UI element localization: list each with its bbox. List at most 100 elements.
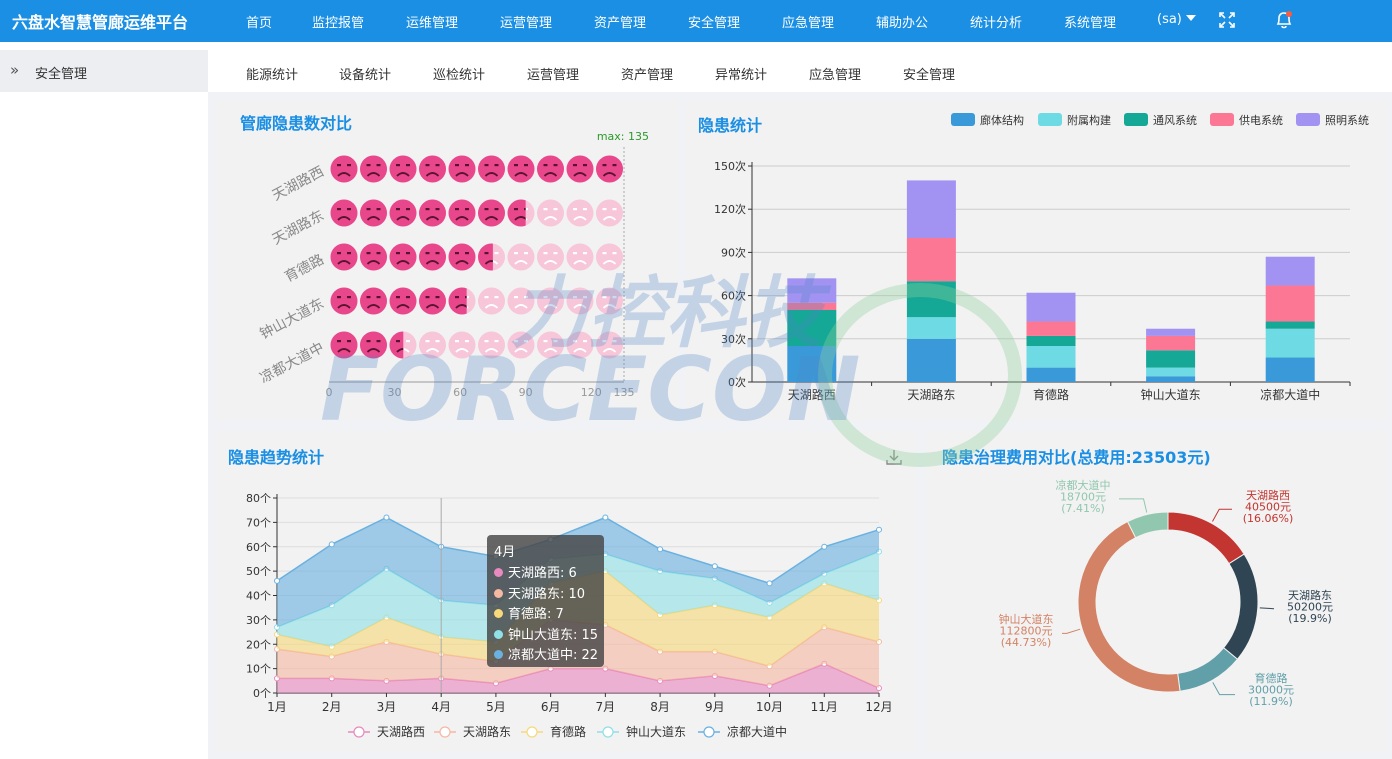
face-circle (331, 200, 358, 227)
eye-left (367, 252, 371, 254)
sad-face-icon (567, 156, 594, 183)
data-point (384, 515, 389, 520)
tab-assets[interactable]: 资产管理 (621, 64, 673, 83)
sad-face-empty-icon (567, 332, 594, 359)
face-circle (508, 156, 535, 183)
eye-right (465, 340, 469, 342)
face-circle (596, 156, 623, 183)
nav-office[interactable]: 辅助办公 (876, 12, 928, 31)
bar-segment (787, 303, 836, 310)
x-tick-label: 3月 (377, 700, 397, 714)
sad-face-icon (331, 200, 358, 227)
face-circle (360, 200, 387, 227)
eye-left (337, 208, 341, 210)
bar-segment (1266, 329, 1315, 358)
face-circle (419, 156, 446, 183)
user-menu[interactable]: (sa) (1157, 12, 1196, 27)
face-circle (596, 244, 623, 271)
slice-label: (11.9%) (1249, 695, 1293, 708)
legend-item[interactable]: 天湖路西 (348, 724, 425, 739)
eye-right (613, 340, 617, 342)
face-circle (449, 156, 476, 183)
legend-item[interactable]: 育德路 (521, 724, 586, 739)
eye-right (524, 296, 528, 298)
face-circle (360, 332, 387, 359)
x-tick-label: 凉都大道中 (1260, 387, 1320, 402)
eye-right (495, 340, 499, 342)
sad-face-icon (419, 288, 446, 315)
face-circle (596, 288, 623, 315)
nav-statistics[interactable]: 统计分析 (970, 12, 1022, 31)
eye-left (426, 296, 430, 298)
face-circle (331, 288, 358, 315)
tab-safety[interactable]: 安全管理 (903, 64, 955, 83)
sad-face-icon (419, 244, 446, 271)
face-circle (537, 332, 564, 359)
sad-face-icon (449, 156, 476, 183)
tab-equipment[interactable]: 设备统计 (339, 64, 391, 83)
eye-left (573, 252, 577, 254)
bar-segment (1027, 322, 1076, 336)
nav-assets[interactable]: 资产管理 (594, 12, 646, 31)
eye-left (544, 252, 548, 254)
app-title: 六盘水智慧管廊运维平台 (12, 9, 188, 33)
legend-label: 天湖路西 (377, 724, 425, 739)
bar-segment (907, 180, 956, 238)
eye-right (347, 252, 351, 254)
tab-operation[interactable]: 运营管理 (527, 64, 579, 83)
sad-face-icon (478, 200, 505, 227)
sidebar-item-safety[interactable]: » 安全管理 (0, 50, 208, 92)
nav-home[interactable]: 首页 (246, 12, 272, 31)
nav-business[interactable]: 运营管理 (500, 12, 552, 31)
sad-face-empty-icon (478, 288, 505, 315)
eye-right (377, 252, 381, 254)
eye-right (495, 252, 499, 254)
slice-label: (16.06%) (1243, 512, 1294, 525)
sad-face-empty-icon (567, 244, 594, 271)
eye-right (436, 252, 440, 254)
nav-system[interactable]: 系统管理 (1064, 12, 1116, 31)
x-tick-label: 90 (519, 386, 533, 399)
sad-face-empty-icon (596, 332, 623, 359)
eye-right (377, 296, 381, 298)
tab-inspection[interactable]: 巡检统计 (433, 64, 485, 83)
bell-icon[interactable] (1274, 9, 1294, 31)
x-tick-label: 天湖路西 (788, 387, 836, 402)
nav-safety[interactable]: 安全管理 (688, 12, 740, 31)
tab-energy[interactable]: 能源统计 (246, 64, 298, 83)
eye-left (544, 340, 548, 342)
eye-left (367, 164, 371, 166)
bar-segment (1146, 376, 1195, 382)
face-circle (360, 156, 387, 183)
sad-face-empty-icon (478, 332, 505, 359)
tab-emergency[interactable]: 应急管理 (809, 64, 861, 83)
bar-segment (1027, 346, 1076, 368)
sad-face-icon (537, 156, 564, 183)
sad-face-icon (419, 156, 446, 183)
sad-face-empty-icon (449, 332, 476, 359)
sad-face-icon (390, 244, 417, 271)
tooltip-row-text: 育德路: 7 (508, 607, 564, 622)
nav-operation[interactable]: 运维管理 (406, 12, 458, 31)
x-tick-label: 120 (581, 386, 602, 399)
label-leader-line (1062, 629, 1080, 633)
legend-marker (440, 727, 450, 737)
legend-item[interactable]: 凉都大道中 (698, 724, 787, 739)
sad-face-empty-icon (596, 244, 623, 271)
nav-emergency[interactable]: 应急管理 (782, 12, 834, 31)
expand-icon[interactable] (1218, 11, 1236, 29)
sad-face-icon (331, 332, 358, 359)
face-circle (596, 200, 623, 227)
face-circle (390, 288, 417, 315)
legend-item[interactable]: 钟山大道东 (597, 724, 686, 739)
legend-item[interactable]: 天湖路东 (434, 724, 511, 739)
nav-monitor[interactable]: 监控报管 (312, 12, 364, 31)
eye-left (455, 340, 459, 342)
face-circle (360, 288, 387, 315)
bar-segment (1027, 368, 1076, 382)
eye-left (485, 252, 489, 254)
bar-segment (1027, 336, 1076, 346)
bar-segment (787, 310, 836, 346)
sad-face-icon (331, 288, 358, 315)
tab-anomaly[interactable]: 异常统计 (715, 64, 767, 83)
